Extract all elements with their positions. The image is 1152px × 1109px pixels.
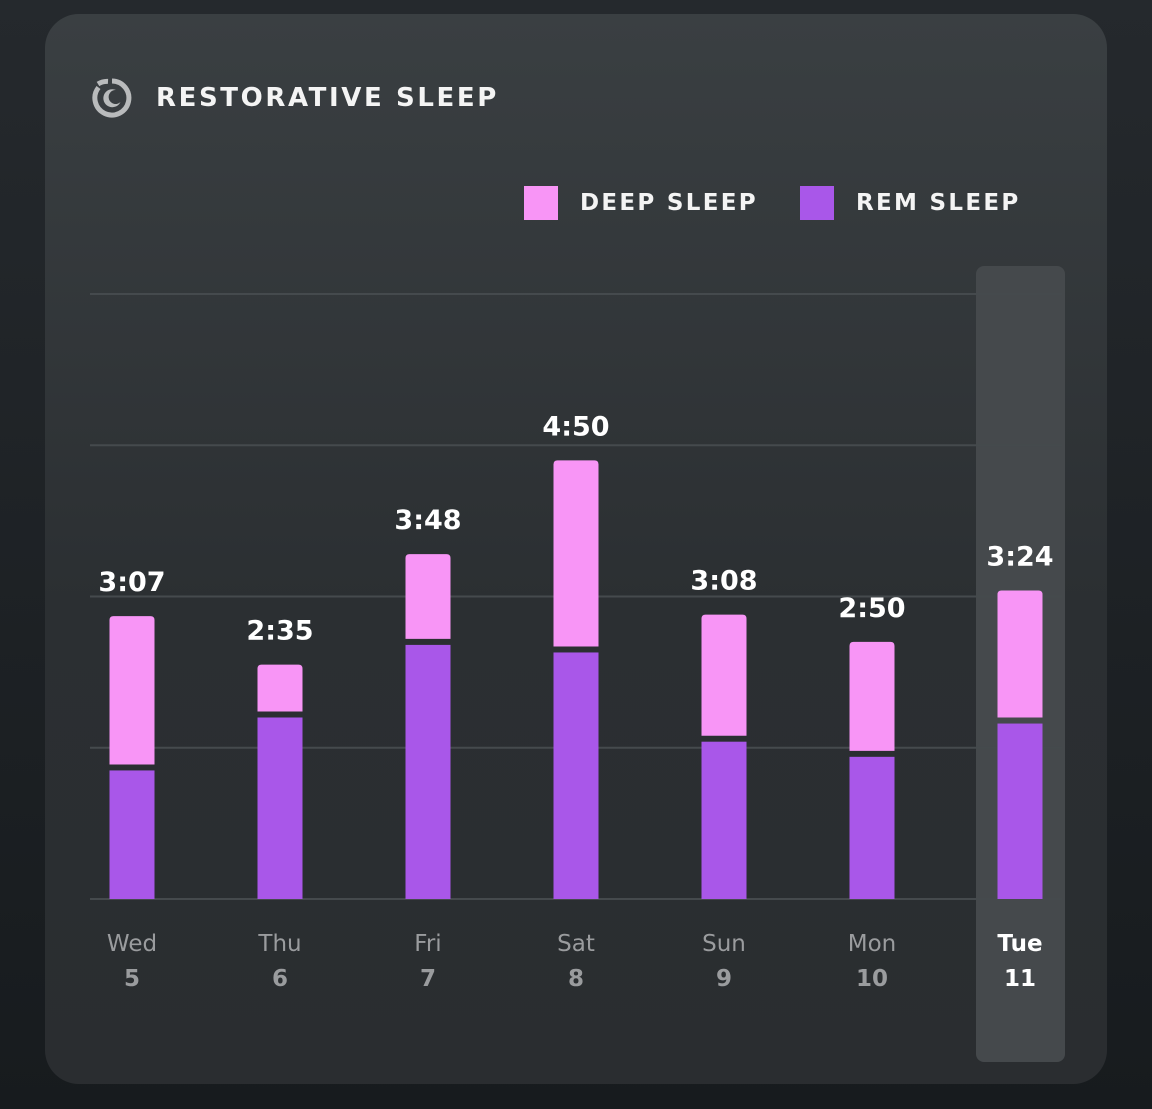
x-tick-day-label: Mon [848,931,897,957]
x-tick-date-label: 5 [124,966,140,992]
card-header: RESTORATIVE SLEEP [92,78,499,118]
bar-total-label: 2:35 [246,616,313,647]
bar-deep-wed [109,616,155,765]
x-tick-date-label: 9 [716,966,732,992]
legend-label-rem: REM SLEEP [856,190,1021,216]
bar-rem-tue [997,723,1043,899]
bar-total-label: 3:08 [690,566,757,597]
x-tick-day-label: Sun [702,931,746,957]
legend-swatch-rem [800,186,834,220]
bar-total-label: 3:48 [394,505,461,536]
x-tick-day-label: Thu [257,931,301,957]
x-tick-date-label: 11 [1004,966,1036,992]
bar-deep-sat [553,460,599,647]
x-tick-day-label: Sat [557,931,595,957]
x-tick-day-label: Tue [997,931,1042,957]
legend-item-deep-sleep: DEEP SLEEP [524,186,758,220]
bar-deep-sun [701,614,747,736]
bar-deep-fri [405,554,451,639]
bar-rem-fri [405,644,451,899]
x-tick-day-label: Wed [107,931,157,957]
bar-rem-sun [701,741,747,899]
bar-rem-wed [109,770,155,899]
bar-rem-sat [553,652,599,899]
bar-total-label: 4:50 [542,411,609,442]
x-tick-day-label: Fri [414,931,441,957]
legend-label-deep: DEEP SLEEP [580,190,758,216]
legend-item-rem-sleep: REM SLEEP [800,186,1021,220]
x-tick-date-label: 7 [420,966,436,992]
card-title: RESTORATIVE SLEEP [156,83,499,113]
bar-deep-mon [849,641,895,751]
legend-swatch-deep [524,186,558,220]
x-tick-date-label: 8 [568,966,584,992]
bar-total-label: 3:07 [98,567,165,598]
bar-deep-thu [257,664,303,712]
bar-total-label: 3:24 [986,541,1053,572]
x-tick-date-label: 6 [272,966,288,992]
bar-rem-thu [257,717,303,899]
x-tick-date-label: 10 [856,966,888,992]
bar-deep-tue [997,590,1043,718]
bar-rem-mon [849,756,895,899]
moon-clock-icon [92,78,132,118]
bar-total-label: 2:50 [838,593,905,624]
